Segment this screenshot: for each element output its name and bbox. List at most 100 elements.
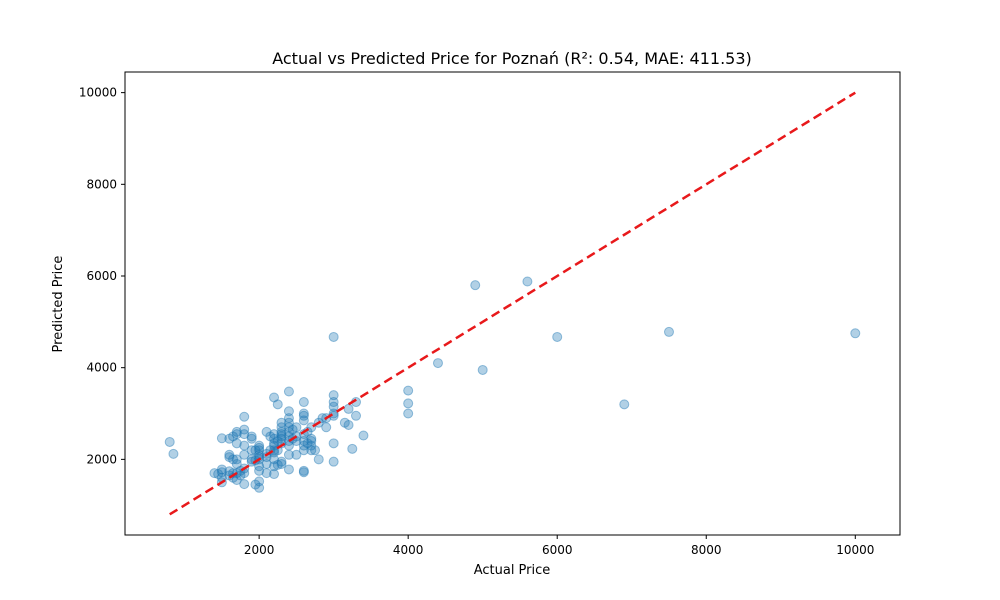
chart-title: Actual vs Predicted Price for Poznań (R²…: [272, 49, 752, 68]
data-point: [522, 276, 533, 287]
data-point: [328, 401, 339, 412]
data-point: [328, 438, 339, 449]
data-point: [254, 461, 265, 472]
data-point: [339, 417, 350, 428]
data-point: [328, 331, 339, 342]
data-point: [276, 426, 287, 437]
data-point: [269, 461, 280, 472]
points-layer: [164, 276, 861, 493]
data-point: [298, 410, 309, 421]
data-point: [254, 476, 265, 487]
data-point: [239, 440, 250, 451]
plot-frame: [124, 71, 901, 536]
x-tick-label: 8000: [691, 543, 722, 557]
data-point: [287, 424, 298, 435]
x-tick-label: 2000: [244, 543, 275, 557]
data-point: [269, 440, 280, 451]
data-point: [283, 449, 294, 460]
x-axis-label: Actual Price: [474, 563, 551, 578]
data-point: [239, 429, 250, 440]
data-point: [276, 431, 287, 442]
data-point: [283, 464, 294, 475]
data-point: [246, 433, 257, 444]
data-point: [276, 429, 287, 440]
data-point: [343, 419, 354, 430]
data-point: [328, 397, 339, 408]
data-point: [298, 415, 309, 426]
data-point: [164, 436, 175, 447]
data-point: [231, 438, 242, 449]
data-point: [283, 422, 294, 433]
data-point: [228, 431, 239, 442]
data-point: [213, 469, 224, 480]
data-point: [291, 449, 302, 460]
data-point: [254, 440, 265, 451]
data-point: [250, 479, 261, 490]
data-point: [291, 422, 302, 433]
data-point: [470, 280, 481, 291]
data-point: [269, 438, 280, 449]
data-point: [224, 449, 235, 460]
data-point: [306, 436, 317, 447]
data-point: [231, 426, 242, 437]
data-point: [298, 397, 309, 408]
data-point: [269, 433, 280, 444]
data-point: [265, 431, 276, 442]
data-point: [269, 469, 280, 480]
data-point: [298, 408, 309, 419]
data-point: [850, 328, 861, 339]
data-point: [231, 454, 242, 465]
data-point: [477, 364, 488, 375]
data-point: [298, 440, 309, 451]
data-point: [231, 474, 242, 485]
data-point: [261, 468, 272, 479]
data-point: [298, 436, 309, 447]
x-tick-label: 6000: [542, 543, 573, 557]
data-point: [269, 429, 280, 440]
data-point: [328, 390, 339, 401]
data-point: [224, 452, 235, 463]
data-point: [261, 426, 272, 437]
y-axis-label: Predicted Price: [51, 256, 66, 353]
data-point: [261, 458, 272, 469]
data-point: [619, 399, 630, 410]
y-axis-ticks: 2000 4000 6000 8000 10000: [79, 86, 125, 466]
data-point: [254, 465, 265, 476]
data-point: [276, 422, 287, 433]
data-point: [272, 399, 283, 410]
data-point: [250, 445, 261, 456]
data-point: [351, 410, 362, 421]
data-point: [283, 386, 294, 397]
data-point: [209, 468, 220, 479]
data-point: [298, 467, 309, 478]
data-point: [276, 456, 287, 467]
data-point: [283, 440, 294, 451]
data-point: [298, 445, 309, 456]
data-point: [283, 426, 294, 437]
data-point: [283, 406, 294, 417]
y-tick-label: 8000: [86, 177, 117, 191]
y-tick-label: 10000: [79, 86, 117, 100]
data-point: [272, 459, 283, 470]
data-point: [231, 429, 242, 440]
data-point: [321, 422, 332, 433]
data-point: [343, 403, 354, 414]
data-point: [239, 424, 250, 435]
data-point: [246, 431, 257, 442]
data-point: [403, 408, 414, 419]
data-point: [228, 454, 239, 465]
data-point: [298, 465, 309, 476]
data-point: [306, 440, 317, 451]
data-point: [663, 326, 674, 337]
data-point: [276, 433, 287, 444]
data-point: [276, 417, 287, 428]
data-point: [283, 417, 294, 428]
data-point: [306, 445, 317, 456]
reference-line: [169, 91, 856, 516]
data-point: [306, 433, 317, 444]
data-point: [239, 449, 250, 460]
data-point: [216, 433, 227, 444]
data-point: [276, 458, 287, 469]
data-point: [224, 433, 235, 444]
